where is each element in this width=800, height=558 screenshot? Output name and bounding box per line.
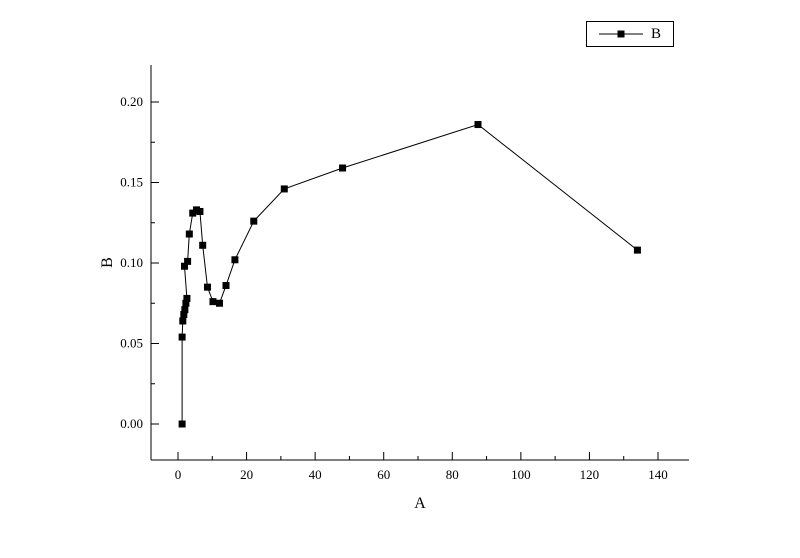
data-point-marker [222,282,230,290]
legend: B [586,21,675,47]
data-point-marker [181,306,189,314]
data-point-marker [178,333,186,341]
data-point-marker [184,257,192,265]
x-tick-label: 80 [446,467,459,482]
x-tick-label: 60 [377,467,390,482]
data-point-marker [250,217,258,225]
x-tick-label: 140 [648,467,668,482]
data-point-marker [474,121,482,129]
data-point-marker [203,283,211,291]
y-axis-title: B [99,257,116,268]
x-tick-label: 120 [580,467,600,482]
data-point-marker [215,299,223,307]
data-point-marker [185,230,193,238]
data-point-marker [209,298,217,306]
data-point-marker [633,246,641,254]
data-point-marker [181,262,189,270]
data-point-marker [196,207,204,215]
y-tick-label: 0.15 [120,175,143,190]
y-tick-label: 0.10 [120,255,143,270]
legend-series-label: B [651,25,662,42]
data-point-marker [339,164,347,172]
series-line [181,123,638,424]
data-point-marker [180,311,188,319]
x-tick-label: 100 [511,467,531,482]
x-tick-label: 0 [175,467,182,482]
data-point-marker [189,209,197,217]
data-point-marker [231,256,239,264]
y-tick-label: 0.00 [120,416,143,431]
data-point-marker [183,294,191,302]
x-tick-label: 40 [309,467,322,482]
data-point-marker [280,185,288,193]
x-axis-title: A [414,495,426,512]
legend-marker-icon [599,30,643,38]
data-point-marker [182,299,190,307]
data-point-marker [178,420,186,428]
y-tick-label: 0.05 [120,336,143,351]
data-point-marker [179,317,187,325]
x-tick-label: 20 [240,467,253,482]
data-point-marker [199,241,207,249]
y-tick-label: 0.20 [120,94,143,109]
